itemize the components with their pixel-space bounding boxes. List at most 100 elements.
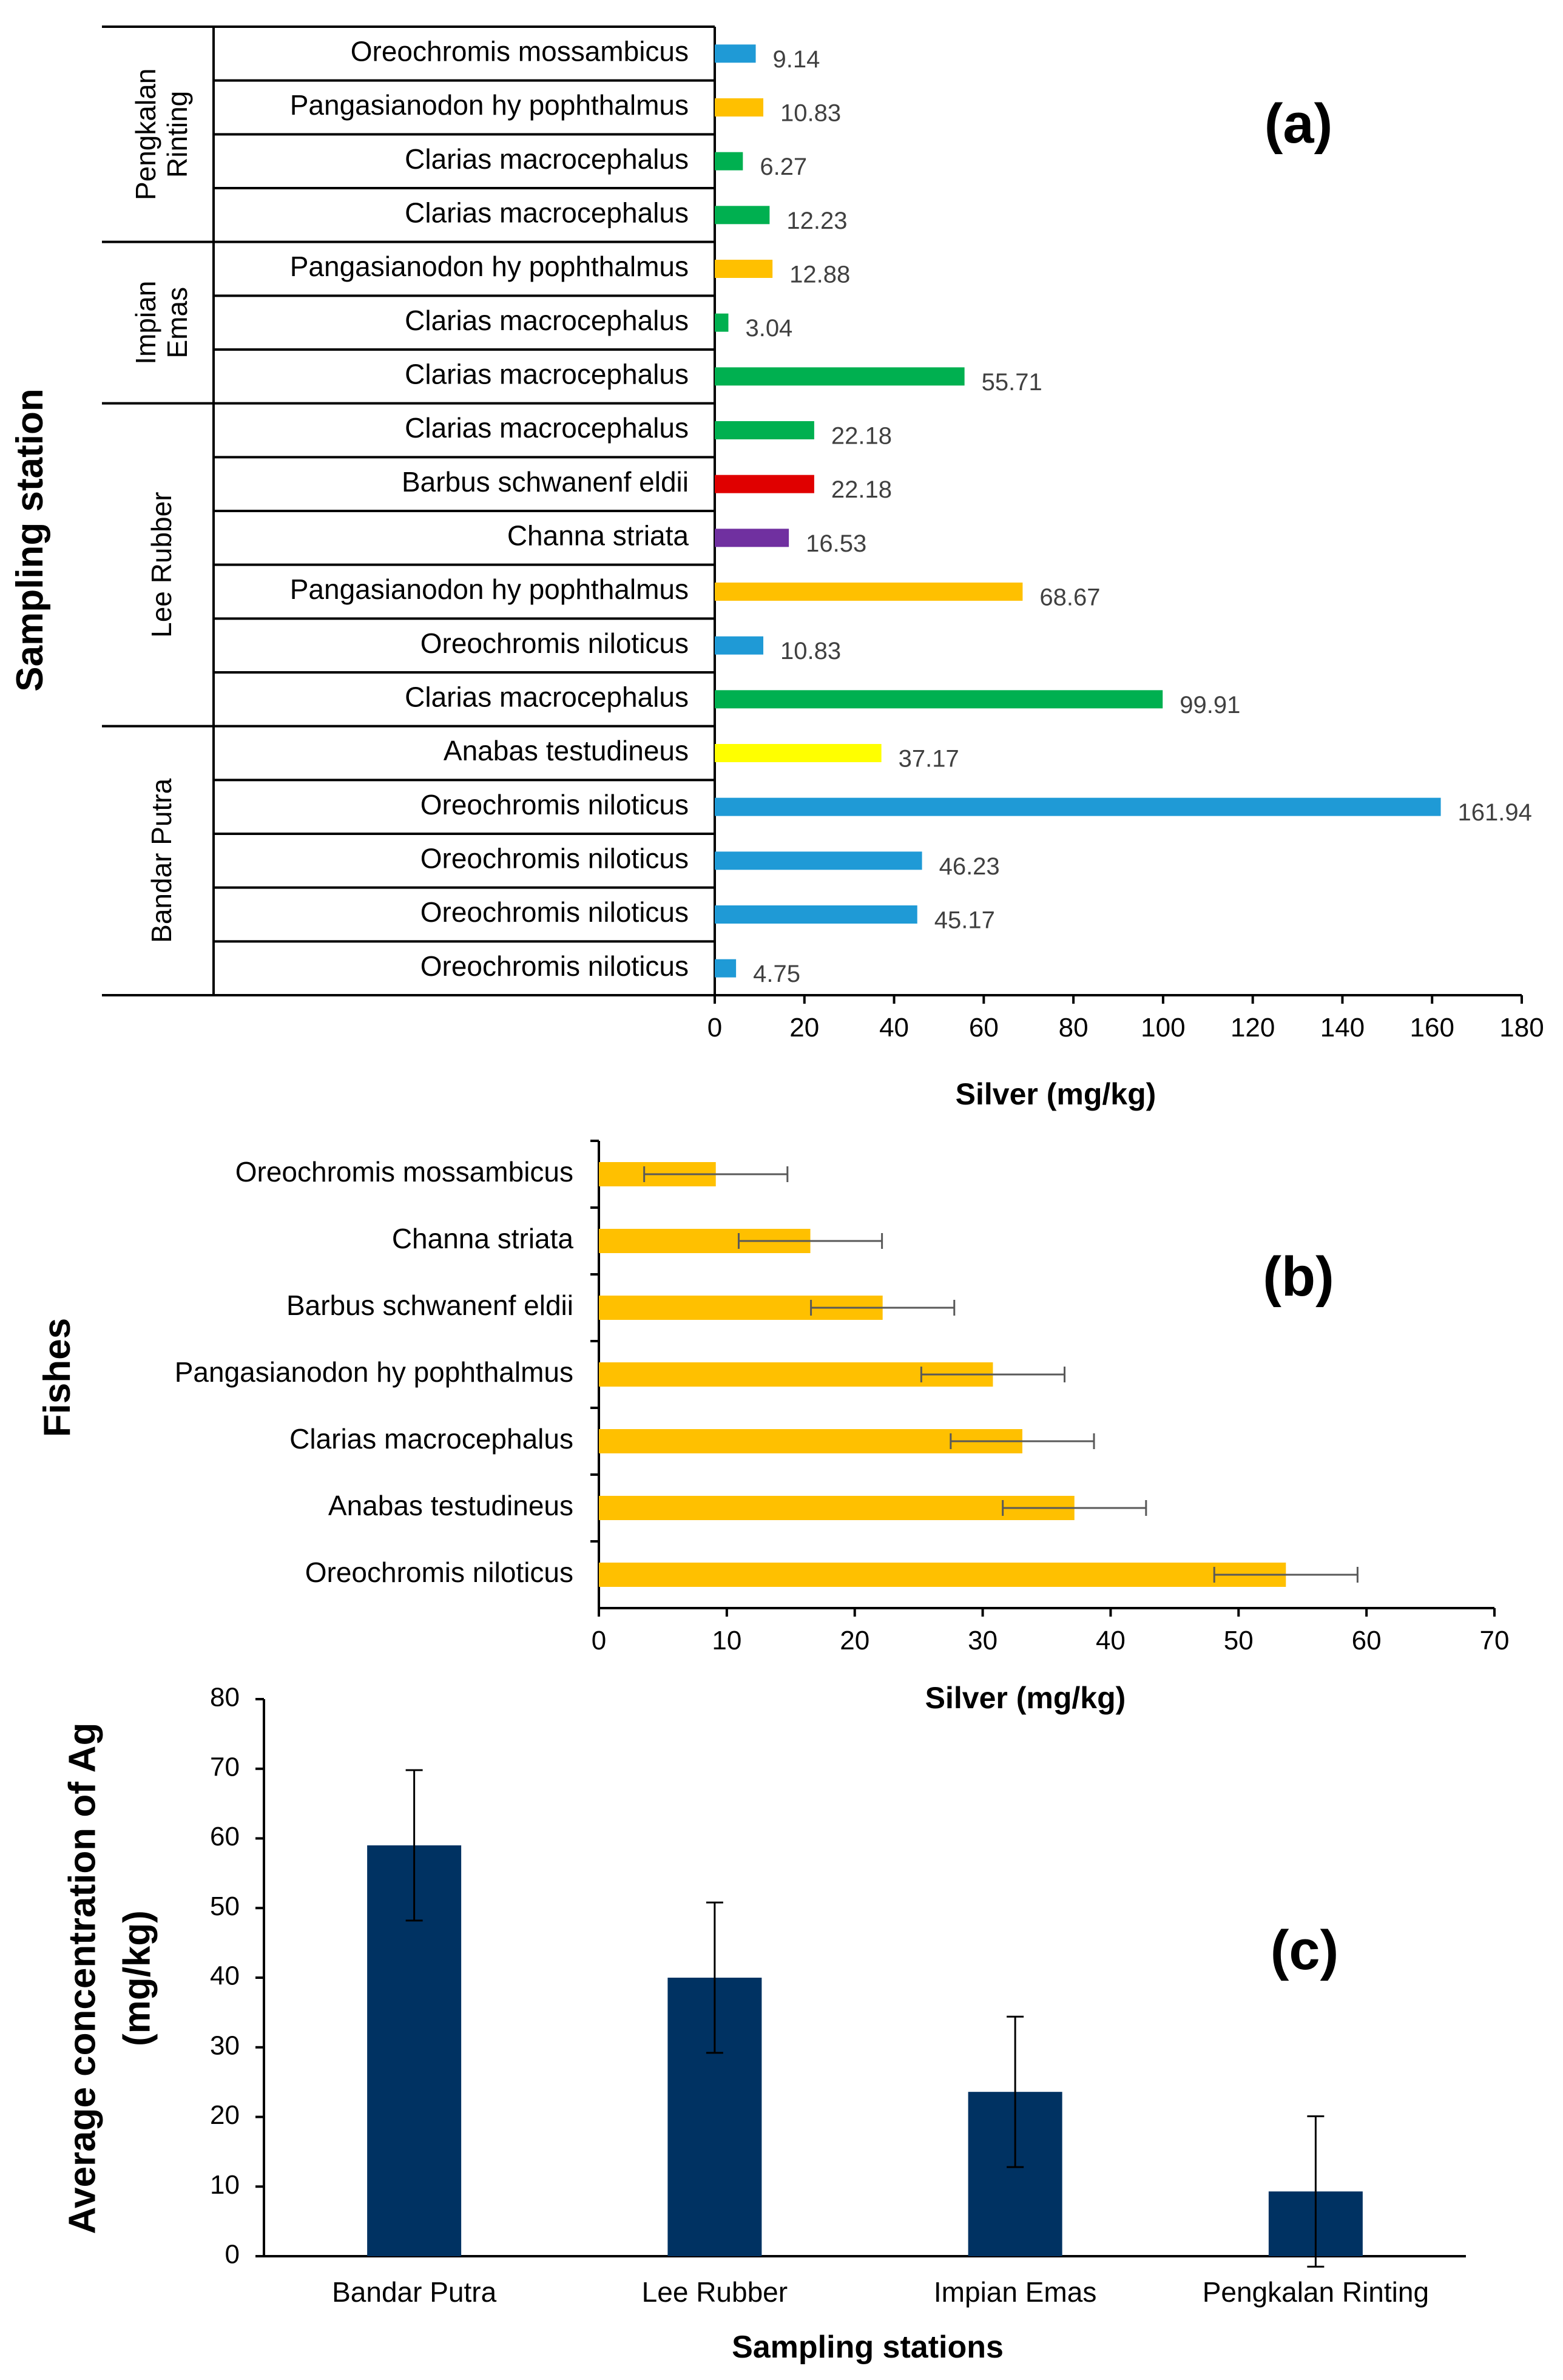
data-label: 12.88 [789,262,850,288]
panel-c: 0 10 20 30 40 50 60 70 80 Bandar Putra Lee Rubber I… [61,1683,1466,2365]
category-label: Oreochromis niloticus [420,627,689,659]
category-label: Oreochromis niloticus [420,842,689,874]
x-tick-label: 160 [1410,1013,1454,1043]
bar [599,1563,1286,1587]
x-tick-label: 180 [1499,1013,1544,1043]
category-label: Pangasianodon hy pophthalmus [175,1356,573,1388]
x-axis-title: Silver (mg/kg) [956,1077,1156,1111]
bar [715,959,737,978]
x-tick-label: 0 [592,1626,606,1655]
category-label: Clarias macrocephalus [405,681,689,712]
y-axis-title: (mg/kg) [116,1910,158,2046]
x-tick-label: 50 [1224,1626,1254,1655]
y-axis-title: Sampling station [9,388,51,691]
x-tick-label: 30 [968,1626,998,1655]
x-tick-label: 20 [789,1013,819,1043]
data-label: 46.23 [939,853,1000,880]
panel-label: (a) [1264,93,1332,155]
panel-label: (c) [1271,1919,1339,1981]
panel-b: Oreochromis mossambicus Channa striata Bar… [36,1140,1510,1715]
bar [715,475,814,493]
data-label: 68.67 [1039,584,1100,611]
bar [715,744,882,762]
group-label: Emas [161,287,193,359]
y-tick-label: 60 [210,1822,240,1851]
bar [715,529,789,547]
category-label: Anabas testudineus [328,1490,573,1521]
x-tick-label: 100 [1141,1013,1185,1043]
category-label: Clarias macrocephalus [405,358,689,390]
data-label: 9.14 [773,46,820,73]
data-label: 16.53 [806,530,866,557]
category-label: Clarias macrocephalus [405,412,689,444]
x-tick-label: 60 [969,1013,999,1043]
x-tick-label: 0 [707,1013,722,1043]
bar [715,313,729,332]
category-label: Lee Rubber [642,2276,788,2308]
category-label: Barbus schwanenf eldii [286,1290,573,1321]
y-tick-label: 30 [210,2030,240,2060]
data-label: 22.18 [831,476,892,503]
data-label: 12.23 [786,208,847,234]
category-label: Pangasianodon hy pophthalmus [290,251,689,282]
category-label: Clarias macrocephalus [405,305,689,336]
y-tick-label: 50 [210,1891,240,1921]
x-tick-label: 80 [1059,1013,1089,1043]
bar [715,690,1163,709]
y-tick-label: 20 [210,2100,240,2130]
category-label: Pangasianodon hy pophthalmus [290,573,689,605]
category-label: Clarias macrocephalus [405,143,689,175]
bar [599,1496,1075,1520]
bar [715,583,1023,601]
x-axis-title: Silver (mg/kg) [925,1681,1126,1715]
data-label: 10.83 [780,100,841,127]
group-label: Lee Rubber [146,492,177,637]
bar [715,851,922,870]
category-label: Oreochromis niloticus [420,789,689,820]
category-label: Channa striata [392,1223,574,1254]
panel-a: Oreochromis mossambicus 9.14 Pangasianodon… [9,25,1544,1111]
bar [715,905,917,924]
category-label: Oreochromis mossambicus [235,1156,573,1188]
y-axis-title: Fishes [36,1318,78,1437]
x-tick-label: 40 [1096,1626,1126,1655]
group-label: Rinting [161,91,193,178]
data-label: 3.04 [745,315,792,342]
bar [715,797,1441,816]
y-axis-title: Average concentration of Ag [61,1723,103,2234]
data-label: 99.91 [1180,692,1240,718]
x-tick-label: 140 [1320,1013,1365,1043]
category-label: Clarias macrocephalus [289,1423,573,1455]
category-label: Pangasianodon hy pophthalmus [290,89,689,121]
category-label: Oreochromis niloticus [420,896,689,928]
group-label: Impian [130,281,161,365]
x-tick-label: 60 [1352,1626,1382,1655]
category-label: Oreochromis mossambicus [351,35,689,67]
bar [715,152,743,171]
y-tick-label: 40 [210,1961,240,1991]
category-label: Anabas testudineus [444,735,689,766]
y-tick-label: 80 [210,1683,240,1712]
x-tick-label: 70 [1480,1626,1510,1655]
category-label: Pengkalan Rinting [1203,2276,1429,2308]
panel-label: (b) [1263,1246,1334,1308]
bar [715,367,965,386]
data-label: 4.75 [753,961,800,987]
x-tick-label: 10 [712,1626,741,1655]
data-label: 10.83 [780,638,841,664]
bar [715,421,814,439]
category-label: Channa striata [507,519,689,551]
data-label: 55.71 [982,369,1042,396]
category-label: Clarias macrocephalus [405,197,689,228]
bar [715,206,770,225]
y-tick-label: 0 [225,2240,240,2270]
group-label: Bandar Putra [146,778,177,942]
bar [715,260,773,278]
category-label: Oreochromis niloticus [305,1557,573,1588]
x-tick-label: 20 [840,1626,869,1655]
category-label: Impian Emas [934,2276,1096,2308]
x-tick-label: 120 [1230,1013,1275,1043]
y-tick-label: 70 [210,1752,240,1782]
data-label: 37.17 [899,746,959,772]
